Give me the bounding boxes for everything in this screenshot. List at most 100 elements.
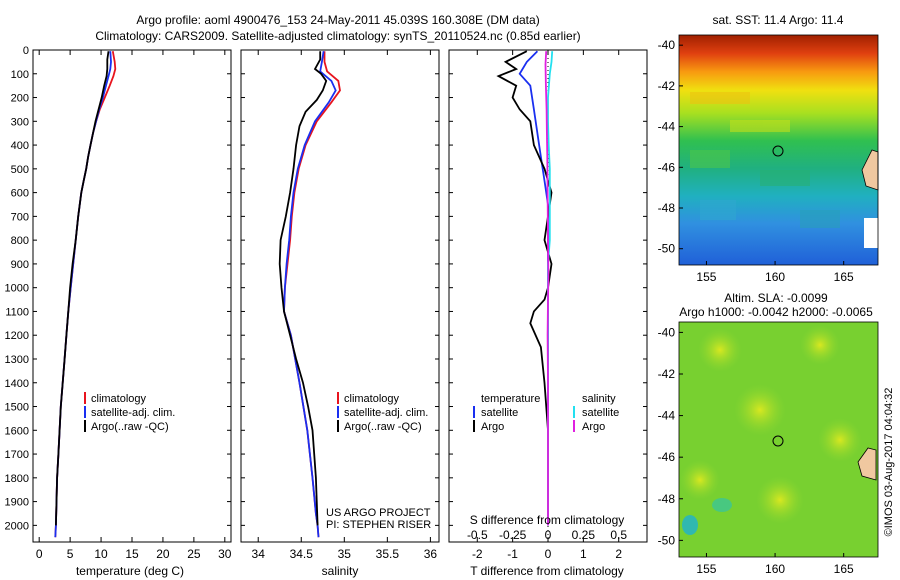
credit-timestamp: ©IMOS 03-Aug-2017 04:04:32: [883, 388, 895, 537]
s-x-tick-label: 0.5: [610, 528, 627, 542]
depth-tick-label: 900: [11, 259, 29, 271]
legend-label-argo: Argo(..raw -QC): [91, 421, 169, 433]
lon-tick-label: 165: [834, 270, 854, 284]
lat-tick-label: -48: [658, 492, 676, 506]
lat-tick-label: -46: [658, 450, 676, 464]
project-annotation: US ARGO PROJECT: [326, 507, 431, 519]
legend-swatch-climatology: [337, 392, 339, 404]
legend-title-salinity: salinity: [582, 393, 616, 405]
depth-axis: 0 100 200 300 400 500 600 700 800 900 1000 1100 1200…: [5, 45, 231, 532]
x-tick-label: 35: [338, 547, 352, 561]
depth-tick-label: 1500: [5, 402, 29, 414]
legend-label-climatology: climatology: [91, 393, 147, 405]
sla-longitude-axis: 155 160 165: [696, 553, 854, 576]
x-tick-label: 10: [94, 547, 108, 561]
title-line-1: Argo profile: aoml 4900476_153 24-May-20…: [136, 13, 539, 27]
temperature-plot-frame: [32, 49, 232, 543]
series-line: [278, 51, 328, 526]
legend-label-t-argo: Argo: [481, 421, 504, 433]
legend-label-climatology: climatology: [344, 393, 400, 405]
x-tick-label: 34: [252, 547, 266, 561]
series-line: [283, 51, 337, 538]
difference-panel: -2 -1 0 1 2 -0.5 -0.25 0 0.25 0.5 T difference f…: [448, 49, 648, 578]
legend-swatch-s-argo: [573, 420, 575, 432]
depth-tick-label: 500: [11, 164, 29, 176]
sst-map-panel: sat. SST: 11.4 Argo: 11.4 -40-42-44-46-4…: [658, 13, 879, 284]
s-difference-label: S difference from climatology: [470, 513, 625, 527]
lat-tick-label: -46: [658, 160, 676, 174]
depth-tick-label: 1200: [5, 330, 29, 342]
x-tick-label: 15: [125, 547, 139, 561]
depth-tick-label: 700: [11, 211, 29, 223]
temperature-xlabel: temperature (deg C): [76, 564, 184, 578]
salinity-panel: 34 34.5 35 35.5 36 salinity climatology sate…: [240, 49, 440, 578]
x-tick-label: 30: [218, 547, 232, 561]
lon-tick-label: 155: [696, 270, 716, 284]
legend-swatch-satellite: [84, 406, 86, 418]
x-tick-label: 34.5: [290, 547, 314, 561]
difference-legend: temperature satellite Argo salinity sate…: [473, 393, 619, 433]
lat-tick-label: -42: [658, 79, 676, 93]
legend-label-argo: Argo(..raw -QC): [344, 421, 422, 433]
salinity-depth-ticks: [241, 49, 439, 526]
sla-map-frame: [678, 321, 879, 558]
legend-swatch-satellite: [337, 406, 339, 418]
depth-tick-label: 300: [11, 116, 29, 128]
legend-swatch-s-satellite: [573, 406, 575, 418]
salinity-xlabel: salinity: [322, 564, 359, 578]
sla-latitude-axis: -40 -42 -44 -46 -48 -50: [658, 325, 683, 547]
sst-map-frame: [678, 34, 879, 266]
lat-tick-label: -40: [658, 38, 676, 52]
lon-tick-label: 160: [765, 562, 785, 576]
legend-title-temperature: temperature: [481, 393, 540, 405]
sst-latitude-axis: -40 -42 -44 -46 -48 -50: [658, 38, 683, 256]
lat-tick-label: -44: [658, 120, 676, 134]
series-line: [544, 51, 550, 526]
argo-float-marker: [772, 435, 784, 447]
x-tick-label: 0: [36, 547, 43, 561]
sla-map-title-2: Argo h1000: -0.0042 h2000: -0.0065: [679, 305, 873, 319]
x-tick-label: 35.5: [376, 547, 400, 561]
s-x-tick-label: 0.25: [572, 528, 596, 542]
lat-tick-label: -50: [658, 533, 676, 547]
legend-label-satellite: satellite-adj. clim.: [91, 407, 175, 419]
lat-tick-label: -42: [658, 367, 676, 381]
lat-tick-label: -44: [658, 409, 676, 423]
difference-lines: [496, 50, 554, 526]
lat-tick-label: -50: [658, 242, 676, 256]
argo-float-marker: [772, 145, 784, 157]
legend-swatch-climatology: [84, 392, 86, 404]
depth-tick-label: 1100: [5, 306, 29, 318]
salinity-legend: climatology satellite-adj. clim. Argo(..…: [337, 392, 428, 433]
salinity-plot-frame: [240, 49, 440, 543]
depth-tick-label: 1400: [5, 378, 29, 390]
x-tick-label: 25: [187, 547, 201, 561]
depth-tick-label: 0: [23, 45, 29, 57]
sla-map-texture: [680, 325, 862, 535]
legend-swatch-argo: [84, 420, 86, 432]
legend-swatch-t-satellite: [473, 406, 475, 418]
x-tick-label: 0: [545, 547, 552, 561]
temperature-legend: climatology satellite-adj. clim. Argo(..…: [84, 392, 175, 433]
pi-annotation: PI: STEPHEN RISER: [326, 519, 431, 531]
depth-tick-label: 1300: [5, 354, 29, 366]
sst-longitude-axis: 155 160 165: [696, 261, 854, 284]
x-tick-label: 2: [615, 547, 622, 561]
series-line: [55, 51, 110, 526]
sst-map-texture: [690, 92, 840, 228]
depth-tick-label: 1000: [5, 283, 29, 295]
x-tick-label: 1: [580, 547, 587, 561]
temperature-lines: [54, 51, 117, 538]
coastline-shape: [857, 447, 877, 481]
t-difference-xlabel: T difference from climatology: [470, 564, 624, 578]
sla-map-title-1: Altim. SLA: -0.0099: [724, 291, 828, 305]
lon-tick-label: 155: [696, 562, 716, 576]
depth-tick-label: 2000: [5, 520, 29, 532]
s-difference-tick-labels: -0.5-0.2500.250.5: [467, 528, 627, 542]
temperature-panel: 0100200300400500600700800900100011001200…: [5, 45, 232, 578]
x-tick-label: -2: [472, 547, 483, 561]
x-tick-label: 36: [424, 547, 438, 561]
depth-tick-label: 600: [11, 188, 29, 200]
depth-tick-label: 1800: [5, 473, 29, 485]
